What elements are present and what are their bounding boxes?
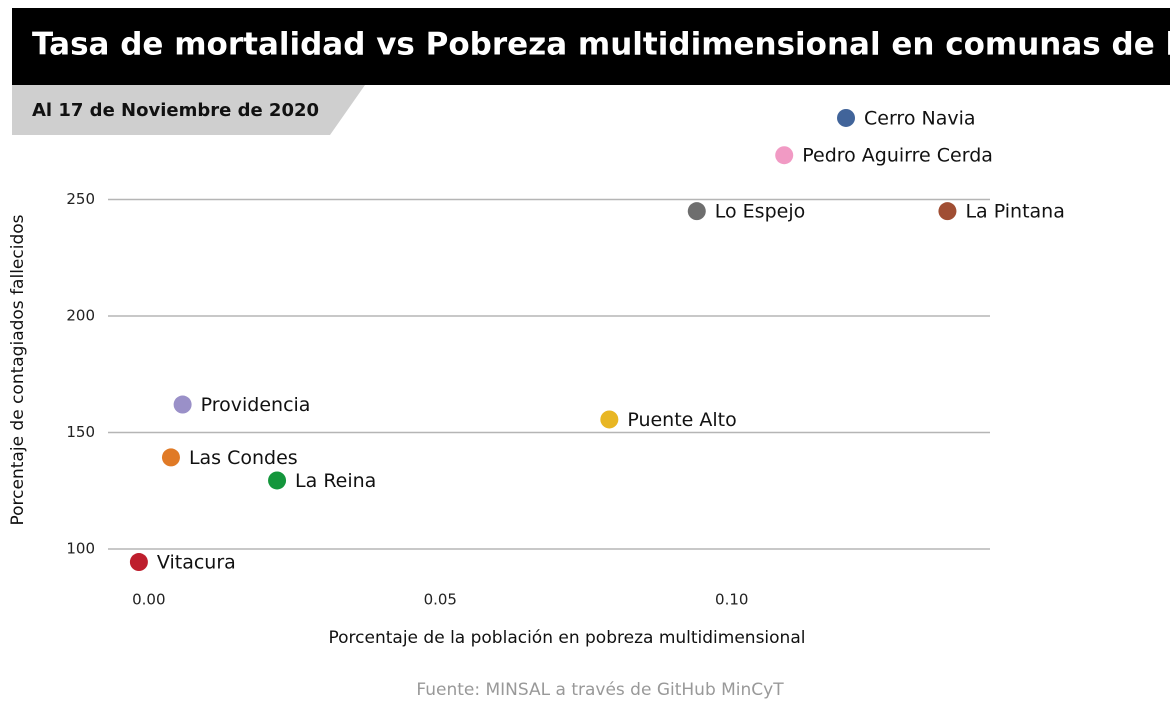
x-axis-label: Porcentaje de la población en pobreza mu… xyxy=(329,628,806,648)
point xyxy=(129,553,148,572)
chart-title: Tasa de mortalidad vs Pobreza multidimen… xyxy=(32,27,1170,63)
point xyxy=(161,448,180,467)
y-axis-label: Porcentaje de contagiados fallecidos xyxy=(8,214,28,525)
point-label: Las Condes xyxy=(189,447,298,469)
title-bar xyxy=(12,8,1170,85)
x-tick-label: 0.10 xyxy=(715,591,748,609)
y-tick-label: 100 xyxy=(66,539,95,557)
point-label: Vitacura xyxy=(157,552,236,574)
subtitle-tab xyxy=(12,85,365,135)
point-label: Puente Alto xyxy=(627,409,736,431)
point-label: Providencia xyxy=(201,394,311,416)
y-tick-label: 200 xyxy=(66,306,95,324)
subtitle: Al 17 de Noviembre de 2020 xyxy=(32,100,319,121)
point-label: La Reina xyxy=(295,470,376,492)
point-label: Cerro Navia xyxy=(864,107,976,129)
y-tick-label: 250 xyxy=(66,190,95,208)
y-tick-label: 150 xyxy=(66,423,95,441)
x-tick-label: 0.05 xyxy=(424,591,457,609)
point xyxy=(687,202,706,221)
point xyxy=(600,410,619,429)
point xyxy=(173,395,192,414)
point-label: Lo Espejo xyxy=(715,201,805,223)
point xyxy=(837,108,856,127)
point xyxy=(938,202,957,221)
point xyxy=(268,471,287,490)
x-tick-label: 0.00 xyxy=(132,591,165,609)
point-label: La Pintana xyxy=(965,201,1064,223)
source: Fuente: MINSAL a través de GitHub MinCyT xyxy=(416,680,784,700)
point-label: Pedro Aguirre Cerda xyxy=(802,145,993,167)
point xyxy=(775,146,794,165)
